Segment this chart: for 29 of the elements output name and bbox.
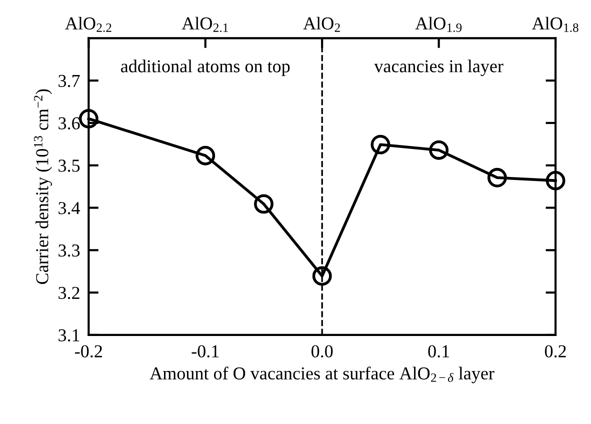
x-tick-label: -0.1 bbox=[192, 345, 219, 358]
annotation: additional atoms on top bbox=[121, 60, 290, 76]
x2-tick-label: AlO$_{2.2}$ bbox=[65, 16, 112, 32]
x2-tick-label: AlO$_{2}$ bbox=[303, 16, 340, 32]
y-tick-label: 3.6 bbox=[58, 117, 80, 130]
x2-tick-label: AlO$_{2.1}$ bbox=[182, 16, 228, 32]
x2-tick-label: AlO$_{1.8}$ bbox=[532, 16, 578, 32]
point bbox=[78, 108, 98, 128]
y-tick-label: 3.3 bbox=[58, 244, 80, 257]
x-tick-label: 0.2 bbox=[544, 345, 566, 358]
point bbox=[370, 134, 390, 154]
x-tick-label: 0.1 bbox=[428, 345, 450, 358]
y-tick-label: 3.7 bbox=[58, 74, 80, 88]
point bbox=[312, 266, 332, 286]
x-tick-label: 0.0 bbox=[312, 345, 333, 358]
y-tick-label: 3.1 bbox=[58, 329, 80, 342]
y-tick-label: 3.5 bbox=[58, 160, 80, 172]
point bbox=[487, 168, 507, 188]
point bbox=[196, 146, 216, 166]
y-tick-label: 3.2 bbox=[58, 286, 80, 300]
annotation: vacancies in layer bbox=[374, 60, 504, 76]
point bbox=[254, 194, 274, 214]
point bbox=[429, 140, 449, 160]
x-tick-label: -0.2 bbox=[75, 345, 102, 358]
x-axis-title: Amount of O vacancies at surface AlO$_{2−δ}$ layer bbox=[150, 366, 494, 384]
y-tick-label: 3.4 bbox=[58, 202, 80, 214]
x2-tick-label: AlO$_{1.9}$ bbox=[415, 16, 462, 32]
point bbox=[546, 170, 566, 190]
y-axis-title: Carrier density (10$^{13}$ cm$^{−2}$) bbox=[34, 89, 52, 284]
